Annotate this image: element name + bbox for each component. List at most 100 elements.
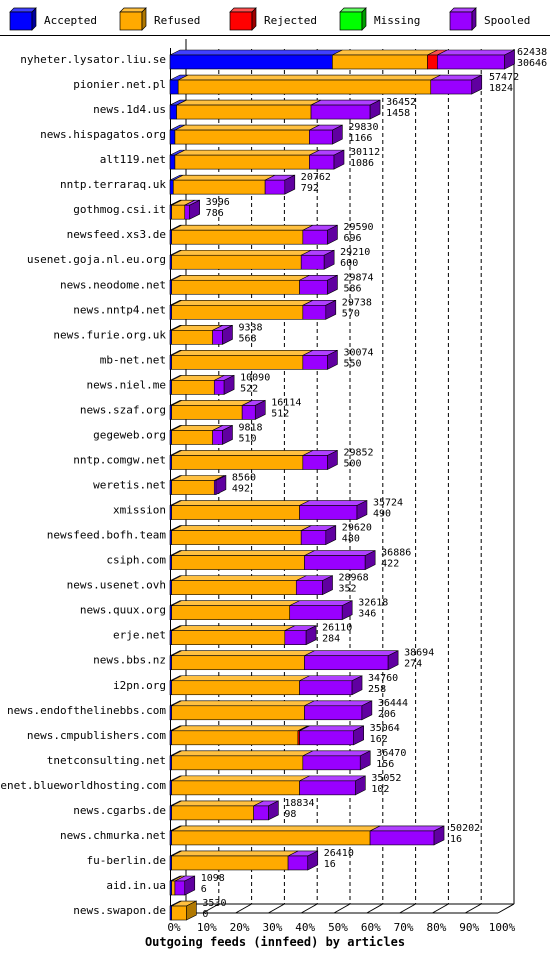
category-labels: nyheter.lysator.liu.se pionier.net.pl news…: [0, 53, 166, 917]
bar-row: [169, 299, 337, 320]
floor-tick: [300, 903, 318, 914]
bar-segment-top: [369, 825, 445, 832]
x-tick-label: 90%: [459, 921, 479, 934]
bar-segment-side: [305, 625, 317, 646]
category-label: usenet.blueworldhosting.com: [0, 779, 166, 792]
bar-segment-side: [433, 825, 445, 846]
bar-segment: [299, 505, 358, 520]
category-label: news.cgarbs.de: [73, 804, 166, 817]
x-tick-label: 80%: [426, 921, 446, 934]
category-label: gothmog.csi.it: [73, 203, 166, 216]
category-label: usenet.goja.nl.eu.org: [27, 253, 166, 266]
value-label-top: 29738: [342, 297, 372, 308]
value-label-top: 36886: [381, 548, 411, 559]
value-label-bottom: 0: [202, 909, 208, 920]
value-label-bottom: 16: [450, 834, 462, 845]
category-label: i2pn.org: [113, 679, 166, 692]
legend-label: Accepted: [44, 14, 97, 27]
bar-row: [169, 850, 319, 871]
bar-segment-top: [302, 750, 371, 757]
bar-row: [169, 199, 200, 220]
bar-segment-side: [323, 249, 335, 270]
value-label-bottom: 284: [322, 634, 340, 645]
bar-segment: [299, 680, 353, 696]
value-label-bottom: 156: [376, 759, 394, 770]
bar-segment: [171, 204, 186, 220]
value-label-top: 29590: [343, 222, 373, 233]
bar-segment-side: [327, 449, 338, 470]
legend-swatch-top: [339, 7, 367, 13]
bar-segment: [171, 380, 215, 395]
legend-swatch-top: [229, 7, 257, 13]
x-tick-label: 50%: [328, 921, 348, 934]
bar-segment: [171, 905, 187, 921]
bar-row: [169, 650, 399, 671]
bar-segment-side: [189, 199, 200, 220]
bar-segment-top: [437, 49, 515, 56]
value-label-bottom: 16: [324, 859, 336, 870]
bar-segment: [299, 730, 354, 746]
bar-segment-top: [171, 500, 310, 506]
bar-segment: [171, 530, 302, 545]
bar-segment-side: [254, 399, 266, 420]
value-label-bottom: 570: [342, 308, 360, 319]
bar-segment-side: [307, 850, 319, 871]
bar-segment-top: [304, 700, 373, 707]
bar-segment-top: [169, 49, 343, 56]
value-label-top: 57472: [489, 72, 519, 83]
value-label-top: 29620: [342, 523, 372, 534]
bar-row: [169, 149, 345, 170]
bar-segment: [295, 580, 323, 595]
value-label-bottom: 480: [342, 534, 360, 545]
value-label-top: 9818: [238, 422, 262, 433]
category-label: alt119.net: [100, 153, 166, 166]
bar-row: [169, 449, 338, 470]
value-label-bottom: 30646: [517, 58, 547, 69]
category-label: news.furie.org.uk: [53, 328, 166, 341]
value-label-bottom: 696: [343, 233, 361, 244]
bar-segment-top: [299, 500, 368, 506]
category-label: news.swapon.de: [73, 904, 166, 917]
value-label-bottom: 1458: [386, 108, 410, 119]
bar-segment-side: [355, 775, 366, 796]
bar-segment-top: [174, 149, 320, 156]
bar-segment-side: [325, 299, 337, 320]
bar-segment: [169, 79, 179, 95]
bar-row: [169, 274, 338, 295]
category-label: nntp.comgw.net: [73, 453, 166, 466]
bar-segment-top: [171, 550, 315, 556]
category-label: erje.net: [113, 629, 166, 642]
bar-segment-side: [353, 725, 364, 746]
category-label: weretis.net: [93, 479, 166, 492]
bar-segment-top: [171, 299, 313, 306]
bars-group: [169, 49, 515, 921]
bar-segment: [171, 880, 176, 896]
bar-segment: [212, 330, 223, 345]
value-label-top: 35064: [370, 723, 400, 734]
bar-segment-side: [327, 349, 338, 370]
bar-row: [169, 49, 515, 70]
bar-segment: [287, 855, 309, 871]
bar-segment: [171, 405, 243, 420]
value-label-bottom: 1824: [489, 83, 513, 94]
bar-segment: [171, 229, 304, 245]
legend-swatch-side: [31, 7, 37, 31]
bar-segment: [171, 655, 305, 671]
bar-segment: [171, 355, 304, 370]
bar-segment: [264, 179, 286, 195]
legend-swatch-top: [119, 7, 147, 13]
value-label-top: 35724: [373, 498, 403, 509]
value-label-bottom: 422: [381, 559, 399, 570]
x-tick-label: 40%: [295, 921, 315, 934]
bar-segment: [284, 630, 307, 645]
bar-segment-side: [333, 149, 345, 170]
bar-segment-top: [171, 850, 299, 857]
legend-swatch-side: [141, 7, 147, 31]
bar-segment-top: [174, 124, 320, 131]
bar-segment: [171, 780, 300, 796]
category-label: aid.in.ua: [106, 879, 166, 892]
bar-segment: [302, 304, 327, 320]
floor-tick: [464, 903, 482, 914]
bar-segment: [299, 780, 356, 796]
